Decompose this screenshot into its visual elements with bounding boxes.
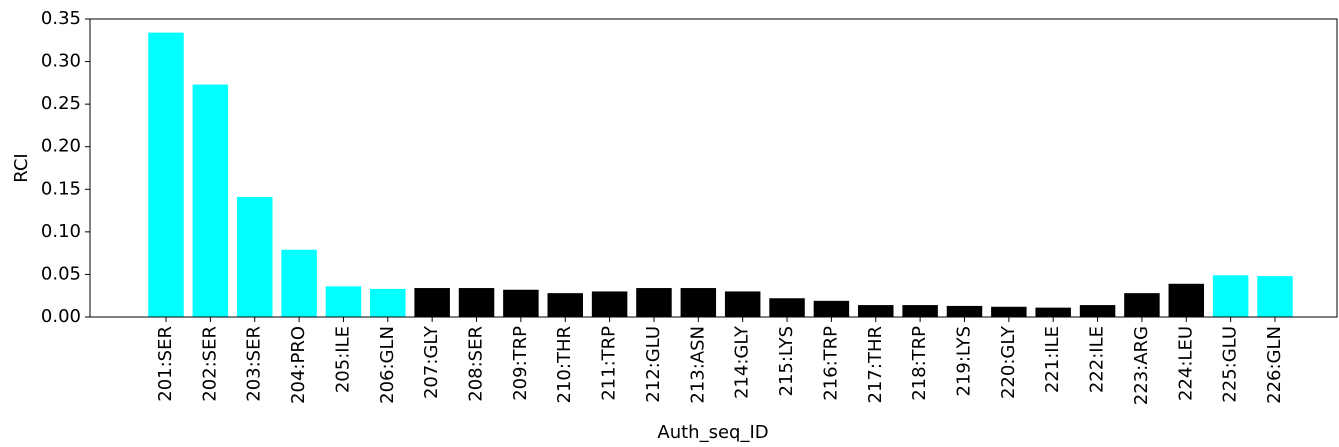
bar bbox=[236, 196, 273, 317]
x-tick-label: 218:TRP bbox=[909, 326, 930, 401]
x-tick-label: 201:SER bbox=[155, 326, 176, 402]
x-tick-label: 225:GLU bbox=[1220, 326, 1241, 403]
bar bbox=[458, 288, 495, 317]
x-tick-label: 202:SER bbox=[199, 326, 220, 402]
y-tick-label: 0.20 bbox=[41, 136, 81, 157]
bar bbox=[414, 288, 450, 317]
bar bbox=[503, 289, 539, 317]
x-tick-label: 205:ILE bbox=[332, 326, 353, 393]
y-tick-label: 0.10 bbox=[41, 221, 81, 242]
y-tick-label: 0.25 bbox=[41, 93, 81, 114]
x-tick-label: 204:PRO bbox=[288, 326, 309, 404]
x-tick-label: 211:TRP bbox=[599, 326, 620, 401]
x-tick-label: 216:TRP bbox=[820, 326, 841, 401]
bar bbox=[991, 306, 1027, 317]
bar bbox=[1124, 293, 1160, 317]
bar bbox=[902, 305, 938, 317]
x-tick-label: 206:GLN bbox=[377, 326, 398, 404]
x-tick-label: 214:GLY bbox=[732, 325, 753, 399]
x-tick-label: 220:GLY bbox=[998, 325, 1019, 399]
bar bbox=[192, 84, 229, 317]
x-tick-label: 222:ILE bbox=[1087, 326, 1108, 393]
x-tick-label: 212:GLU bbox=[643, 326, 664, 403]
x-tick-label: 213:ASN bbox=[687, 326, 708, 404]
bar bbox=[1257, 276, 1293, 317]
bar bbox=[680, 288, 717, 317]
y-axis-label: RCI bbox=[11, 153, 32, 183]
bar bbox=[1168, 283, 1205, 317]
bar bbox=[1035, 307, 1071, 317]
x-tick-label: 215:LYS bbox=[776, 326, 797, 396]
plot-frame bbox=[89, 18, 1338, 318]
bar bbox=[325, 286, 362, 317]
y-tick-label: 0.30 bbox=[41, 51, 81, 72]
x-tick-label: 223:ARG bbox=[1131, 326, 1152, 405]
y-tick-label: 0.00 bbox=[41, 306, 81, 327]
bar bbox=[769, 298, 805, 317]
bar bbox=[724, 291, 761, 317]
x-tick-label: 226:GLN bbox=[1264, 326, 1285, 404]
x-tick-label: 209:TRP bbox=[510, 326, 531, 401]
bar bbox=[813, 300, 850, 317]
bar bbox=[281, 249, 317, 317]
bar bbox=[946, 305, 983, 317]
y-tick-label: 0.15 bbox=[41, 178, 81, 199]
y-tick-label: 0.05 bbox=[41, 263, 81, 284]
x-tick-label: 210:THR bbox=[554, 326, 575, 403]
y-tick-label: 0.35 bbox=[41, 8, 81, 29]
bar bbox=[547, 293, 583, 317]
x-axis-label: Auth_seq_ID bbox=[657, 422, 768, 443]
bar bbox=[1212, 275, 1249, 317]
bar bbox=[858, 305, 894, 317]
bar bbox=[591, 291, 628, 317]
bar bbox=[636, 288, 672, 317]
x-tick-label: 217:THR bbox=[865, 326, 886, 403]
x-tick-label: 207:GLY bbox=[421, 325, 442, 399]
bar bbox=[370, 288, 406, 317]
x-tick-label: 221:ILE bbox=[1042, 326, 1063, 393]
bar bbox=[1079, 305, 1116, 317]
x-tick-label: 208:SER bbox=[466, 326, 487, 402]
bar bbox=[148, 32, 184, 317]
x-tick-label: 203:SER bbox=[244, 326, 265, 402]
x-tick-label: 224:LEU bbox=[1175, 326, 1196, 401]
x-tick-label: 219:LYS bbox=[953, 326, 974, 396]
